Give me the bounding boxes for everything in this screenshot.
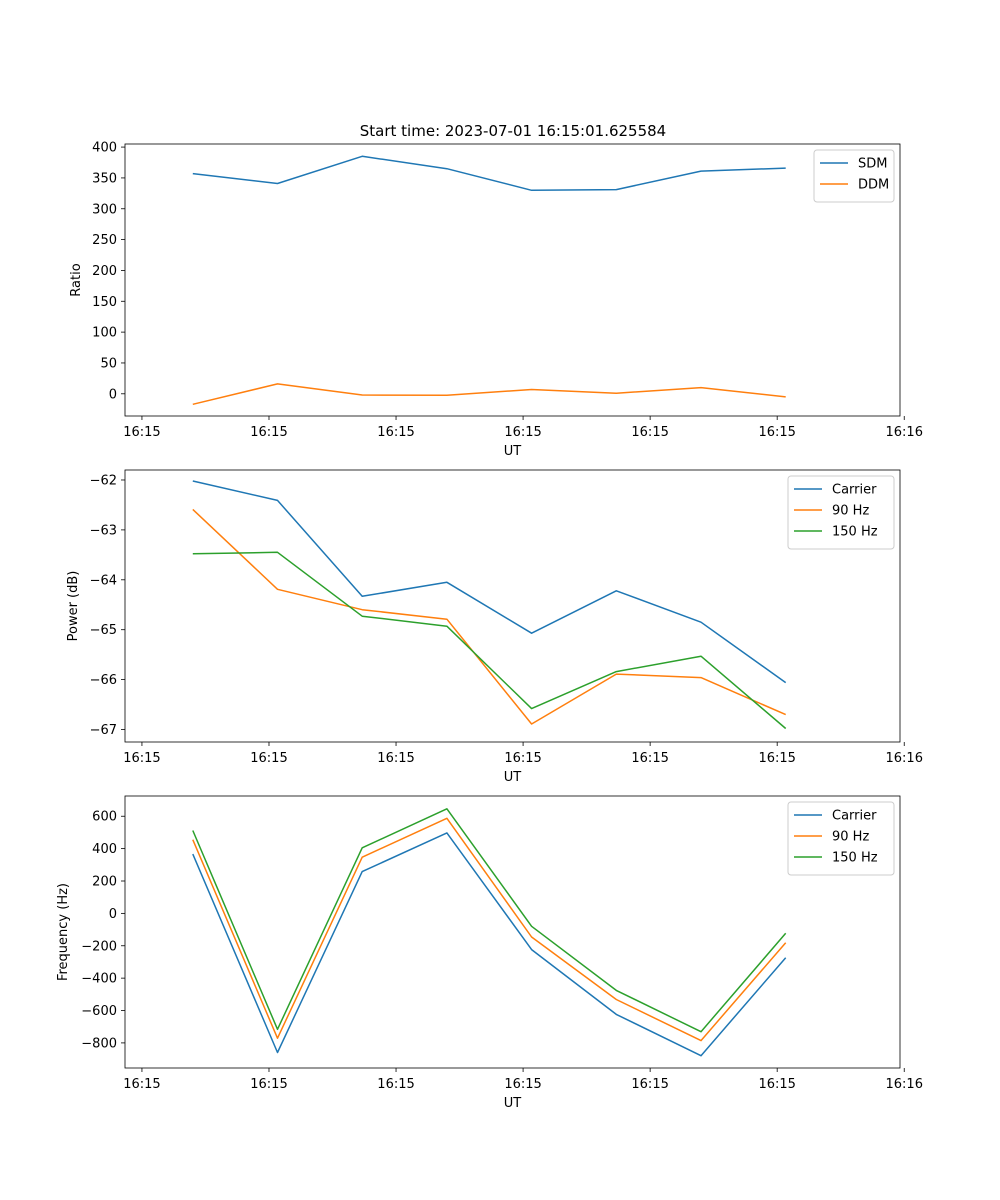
- legend-label: SDM: [858, 157, 887, 172]
- chart-panels: 16:15 16:15 16:15 16:15 16:15 16:15 16:16 0 50 10…: [56, 141, 923, 1111]
- x-tick-label: 16:15: [758, 425, 795, 440]
- y-axis-label: Power (dB): [66, 571, 81, 642]
- y-tick-label: 200: [92, 264, 117, 279]
- x-tick-label: 16:15: [250, 1077, 287, 1092]
- y-axis-label: Frequency (Hz): [56, 883, 71, 981]
- y-tick-label: −62: [90, 473, 117, 488]
- y-tick-label: 250: [92, 233, 117, 248]
- series-line-150-hz: [192, 808, 787, 1033]
- x-tick-label: 16:16: [886, 1077, 923, 1092]
- x-tick-label: 16:15: [631, 1077, 668, 1092]
- x-tick-label: 16:15: [250, 751, 287, 766]
- y-tick-label: 300: [92, 202, 117, 217]
- x-tick-label: 16:15: [631, 425, 668, 440]
- legend-label: 90 Hz: [832, 504, 869, 519]
- y-tick-label: 0: [109, 907, 117, 922]
- series-line-carrier: [192, 832, 787, 1057]
- chart-panel-2: 16:15 16:15 16:15 16:15 16:15 16:15 16:16 −67 −6…: [66, 469, 923, 785]
- y-tick-label: −66: [90, 673, 117, 688]
- legend-label: Carrier: [832, 809, 877, 824]
- y-tick-label: 50: [100, 356, 117, 371]
- x-tick-label: 16:15: [250, 425, 287, 440]
- series-line-150-hz: [192, 551, 787, 730]
- series-line-90-hz: [192, 817, 787, 1042]
- series-line-carrier: [192, 480, 787, 684]
- x-tick-label: 16:15: [631, 751, 668, 766]
- x-axis-label: UT: [504, 1096, 522, 1111]
- y-tick-label: 400: [92, 842, 117, 857]
- y-tick-label: −600: [81, 1004, 117, 1019]
- y-tick-label: 350: [92, 171, 117, 186]
- y-tick-label: −64: [90, 573, 117, 588]
- x-tick-label: 16:15: [123, 425, 160, 440]
- x-tick-label: 16:15: [758, 1077, 795, 1092]
- chart-panel-3: 16:15 16:15 16:15 16:15 16:15 16:15 16:16 −800 −…: [56, 795, 923, 1111]
- chart-panel-1: 16:15 16:15 16:15 16:15 16:15 16:15 16:16 0 50 10…: [69, 141, 923, 459]
- x-tick-label: 16:15: [123, 751, 160, 766]
- y-tick-label: −200: [81, 939, 117, 954]
- x-axis-label: UT: [504, 770, 522, 785]
- x-tick-label: 16:15: [758, 751, 795, 766]
- x-tick-label: 16:15: [504, 1077, 541, 1092]
- y-tick-label: −400: [81, 972, 117, 987]
- series-line-90-hz: [192, 508, 787, 725]
- x-tick-label: 16:15: [377, 1077, 414, 1092]
- x-tick-label: 16:15: [377, 425, 414, 440]
- y-tick-label: 0: [109, 387, 117, 402]
- y-tick-label: 100: [92, 326, 117, 341]
- legend-label: 150 Hz: [832, 525, 878, 540]
- x-tick-label: 16:16: [886, 425, 923, 440]
- series-line-ddm: [192, 383, 786, 406]
- x-tick-label: 16:15: [123, 1077, 160, 1092]
- y-tick-label: 150: [92, 295, 117, 310]
- y-tick-label: −65: [90, 623, 117, 638]
- axes-frame: [124, 143, 901, 417]
- legend: Carrier 90 Hz 150 Hz: [787, 475, 895, 550]
- axes-frame: [124, 469, 901, 743]
- x-tick-label: 16:16: [886, 751, 923, 766]
- y-axis-label: Ratio: [69, 263, 84, 296]
- x-tick-label: 16:15: [504, 751, 541, 766]
- y-tick-label: 200: [92, 875, 117, 890]
- x-tick-label: 16:15: [377, 751, 414, 766]
- axes-frame: [124, 795, 901, 1069]
- series-line-sdm: [192, 155, 786, 192]
- legend: SDM DDM: [813, 149, 895, 203]
- legend-label: Carrier: [832, 483, 877, 498]
- y-tick-label: 600: [92, 810, 117, 825]
- legend-label: DDM: [858, 178, 889, 193]
- figure-title: Start time: 2023-07-01 16:15:01.625584: [360, 122, 666, 140]
- x-tick-label: 16:15: [504, 425, 541, 440]
- legend-label: 90 Hz: [832, 830, 869, 845]
- legend: Carrier 90 Hz 150 Hz: [787, 801, 895, 876]
- y-tick-label: −67: [90, 723, 117, 738]
- y-tick-label: −800: [81, 1036, 117, 1051]
- legend-label: 150 Hz: [832, 851, 878, 866]
- y-tick-label: 400: [92, 141, 117, 156]
- y-tick-label: −63: [90, 523, 117, 538]
- x-axis-label: UT: [504, 444, 522, 459]
